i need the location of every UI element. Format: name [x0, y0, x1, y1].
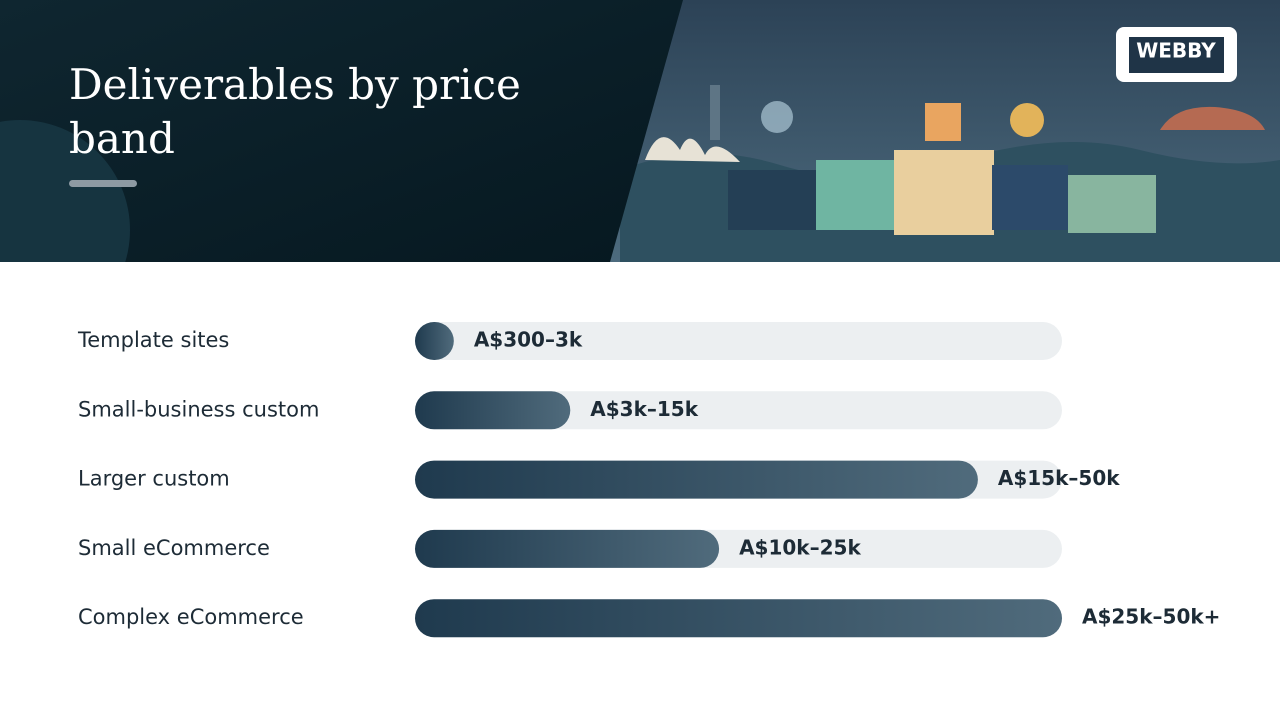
header-banner: WEBBY [0, 0, 1280, 262]
block [894, 150, 994, 235]
category-label: Small eCommerce [78, 536, 270, 560]
logo-inner [1129, 37, 1224, 73]
logo-text: WEBBY [1136, 39, 1216, 63]
bar-track [415, 391, 1062, 430]
bar [415, 529, 720, 568]
block [816, 160, 896, 230]
bar [415, 391, 571, 430]
bar [415, 460, 978, 499]
bar-label: A$3k–15k [590, 397, 698, 421]
bar [415, 322, 454, 360]
category-label: Template sites [77, 328, 229, 352]
block [728, 170, 816, 230]
block [992, 165, 1068, 230]
bar [415, 599, 1062, 638]
tower [710, 85, 720, 140]
bar-label: A$15k–50k [998, 466, 1120, 490]
sphere [761, 101, 793, 133]
category-label: Complex eCommerce [78, 605, 304, 629]
title-underline [69, 180, 137, 187]
bar-label: A$300–3k [474, 328, 583, 352]
title: Deliverables by price band [69, 60, 521, 163]
bar-label: A$25k–50k+ [1082, 605, 1220, 629]
sphere [1010, 103, 1044, 137]
rock [1160, 106, 1265, 130]
cube [925, 103, 961, 141]
bar-label: A$10k–25k [739, 535, 861, 559]
title-panel [0, 0, 683, 262]
panel-circle [0, 120, 130, 262]
category-label: Larger custom [78, 467, 230, 491]
bar-track [415, 322, 1062, 360]
opera-house [645, 137, 740, 162]
category-label: Small-business custom [78, 397, 319, 421]
chart: Template sites A$300–3k Small-business cus… [77, 322, 1220, 638]
block [1068, 175, 1156, 233]
